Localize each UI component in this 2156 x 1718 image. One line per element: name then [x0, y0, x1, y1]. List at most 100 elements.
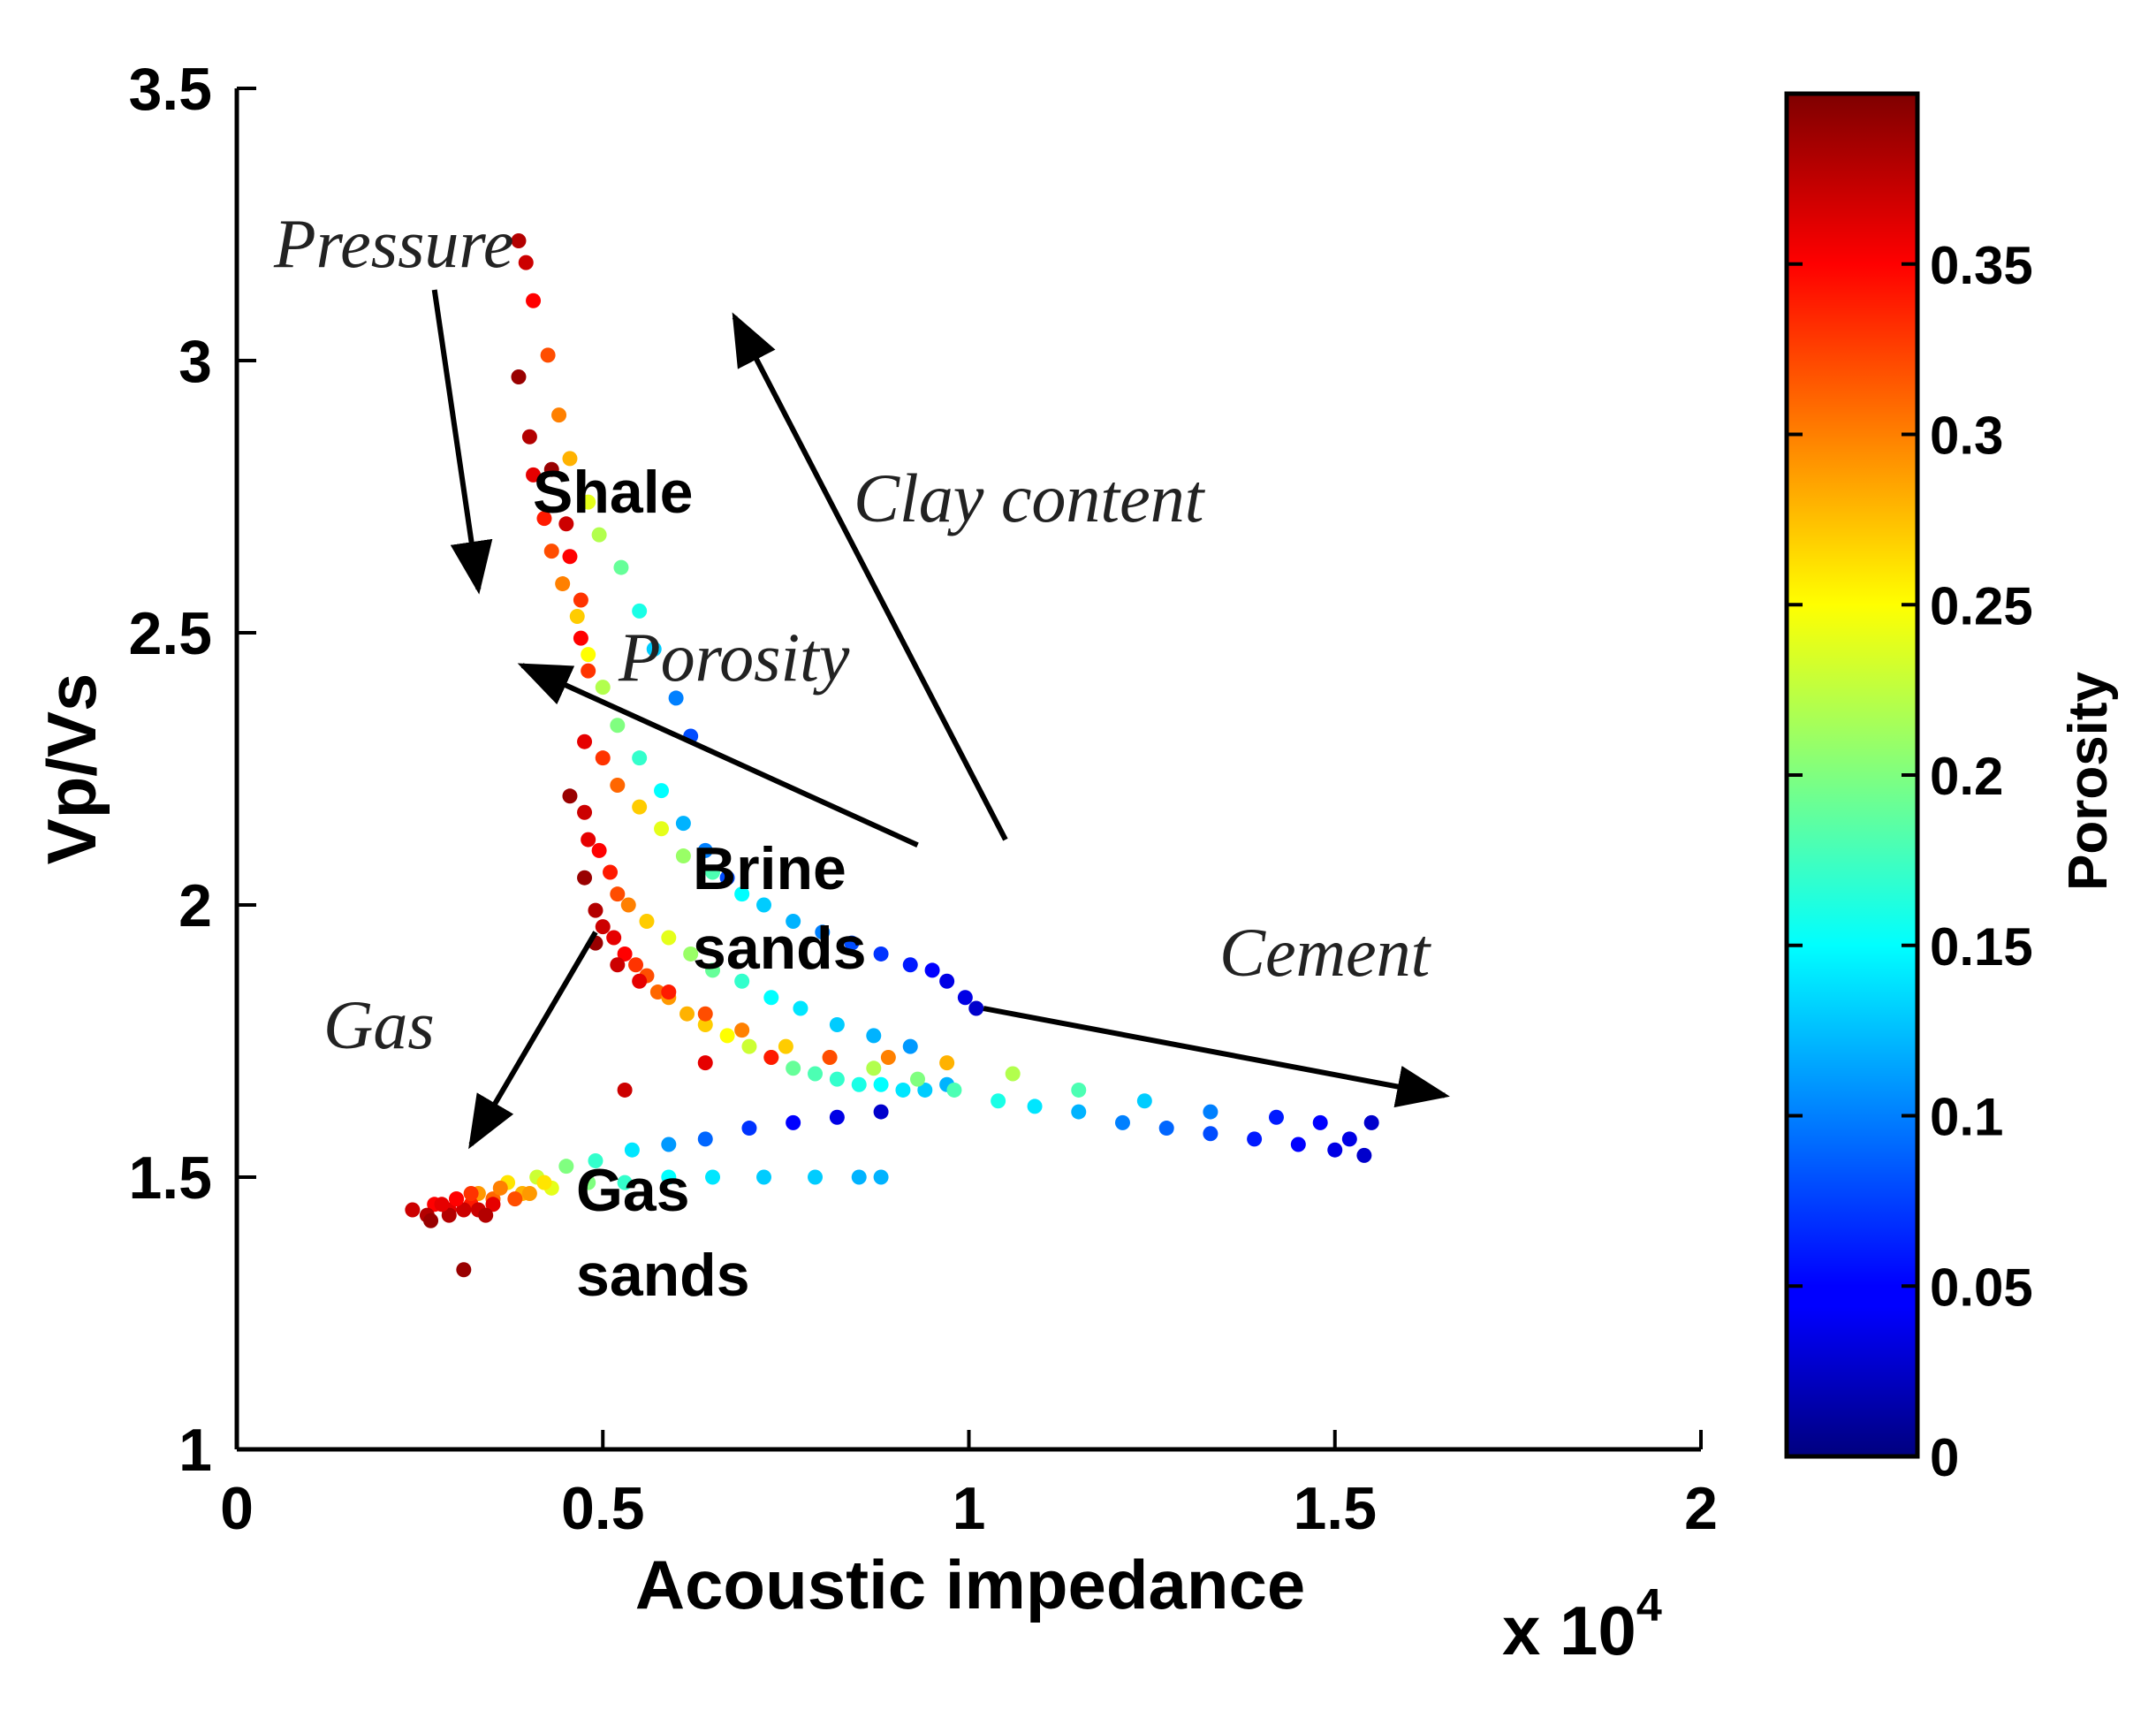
data-point: [957, 990, 973, 1006]
data-point: [793, 1000, 808, 1016]
data-point: [763, 1049, 779, 1065]
data-point: [526, 293, 542, 308]
data-point: [654, 821, 670, 837]
annotation-gas-sands-line1: Gas: [576, 1157, 690, 1224]
data-point: [632, 799, 648, 815]
data-point: [610, 777, 626, 793]
data-point: [613, 559, 629, 575]
data-point: [1341, 1131, 1357, 1147]
x-tick-label: 1: [953, 1475, 986, 1542]
data-point: [1027, 1098, 1043, 1114]
data-point: [873, 1169, 889, 1185]
data-point: [521, 429, 537, 445]
colorbar-label: Porosity: [2058, 671, 2119, 891]
data-point: [441, 1207, 457, 1223]
data-point: [569, 609, 585, 625]
data-point: [661, 930, 677, 946]
data-point: [632, 603, 648, 619]
data-point: [577, 804, 593, 820]
data-point: [632, 973, 648, 989]
x-multiplier: x 104: [1502, 1580, 1662, 1669]
data-point: [880, 1049, 896, 1065]
data-point: [543, 544, 559, 559]
data-point: [1071, 1082, 1087, 1098]
colorbar-tick-label: 0.05: [1930, 1258, 2033, 1317]
data-point: [588, 1153, 604, 1169]
data-point: [851, 1076, 867, 1092]
data-point: [741, 1121, 757, 1136]
data-point: [577, 870, 593, 886]
data-point: [705, 962, 721, 978]
data-point: [734, 973, 750, 989]
colorbar-tick-label: 0.15: [1930, 917, 2033, 977]
data-point: [573, 592, 588, 608]
annotation-brine-line2: sands: [693, 915, 867, 982]
arrow-cement: [983, 1006, 1450, 1108]
data-point: [778, 1038, 793, 1054]
data-point: [610, 957, 626, 973]
y-tick-label: 3: [178, 328, 212, 395]
data-point: [1312, 1114, 1328, 1130]
colorbar-tick-label: 0: [1930, 1428, 1959, 1487]
data-point: [873, 946, 889, 962]
data-point: [679, 1006, 695, 1022]
data-point: [873, 1104, 889, 1120]
data-point: [449, 1191, 465, 1207]
data-point: [577, 734, 593, 749]
data-point: [628, 957, 644, 973]
data-point: [1356, 1147, 1372, 1163]
data-point: [526, 467, 542, 483]
data-point: [456, 1262, 472, 1278]
data-point: [683, 946, 699, 962]
colorbar-gradient: [1784, 91, 1920, 1459]
data-point: [595, 919, 611, 935]
data-point: [661, 984, 677, 1000]
data-point: [591, 842, 607, 858]
data-point: [603, 864, 619, 880]
data-point: [511, 232, 527, 248]
data-point: [562, 549, 578, 565]
data-point: [808, 1066, 824, 1082]
data-point: [654, 783, 670, 799]
arrow-clay-content: [732, 312, 1008, 841]
data-point: [1203, 1104, 1218, 1120]
data-point: [895, 1082, 911, 1098]
data-point: [558, 1159, 574, 1174]
data-point: [558, 516, 574, 532]
data-point: [741, 1038, 757, 1054]
annotation-brine-line1: Brine: [693, 835, 846, 902]
data-point: [1158, 1121, 1174, 1136]
data-point: [562, 788, 578, 804]
data-point: [719, 870, 735, 886]
x-tick-label: 0: [220, 1475, 254, 1542]
colorbar-tick-label: 0.35: [1930, 236, 2033, 295]
colorbar-tick-label: 0.2: [1930, 747, 2003, 806]
y-tick-label: 2.5: [128, 600, 212, 667]
data-point: [873, 1076, 889, 1092]
data-point: [588, 902, 604, 918]
y-axis-label: Vp/Vs: [33, 673, 110, 865]
data-point: [1071, 1104, 1087, 1120]
data-point: [456, 1202, 472, 1218]
data-point: [902, 957, 918, 973]
data-point: [763, 990, 779, 1006]
data-point: [968, 1000, 984, 1016]
annotation-arrows: [431, 289, 1450, 1150]
data-point: [939, 1055, 955, 1071]
data-point: [786, 1060, 801, 1076]
data-point: [463, 1185, 479, 1201]
data-point: [492, 1180, 508, 1196]
arrow-porosity: [517, 663, 919, 848]
data-point: [595, 680, 611, 696]
y-tick-label: 2: [178, 872, 212, 939]
annotation-pressure: Pressure: [273, 205, 514, 282]
x-tick-label: 2: [1684, 1475, 1718, 1542]
data-point: [697, 1006, 713, 1022]
y-ticks: 1 1.5 2 2.5 3 3.5: [128, 56, 256, 1484]
data-point: [1268, 1109, 1284, 1125]
annotation-cement: Cement: [1219, 914, 1432, 991]
annotation-porosity: Porosity: [618, 619, 850, 696]
data-point: [924, 962, 940, 978]
data-point: [511, 369, 527, 384]
annotation-shale: Shale: [533, 459, 693, 526]
